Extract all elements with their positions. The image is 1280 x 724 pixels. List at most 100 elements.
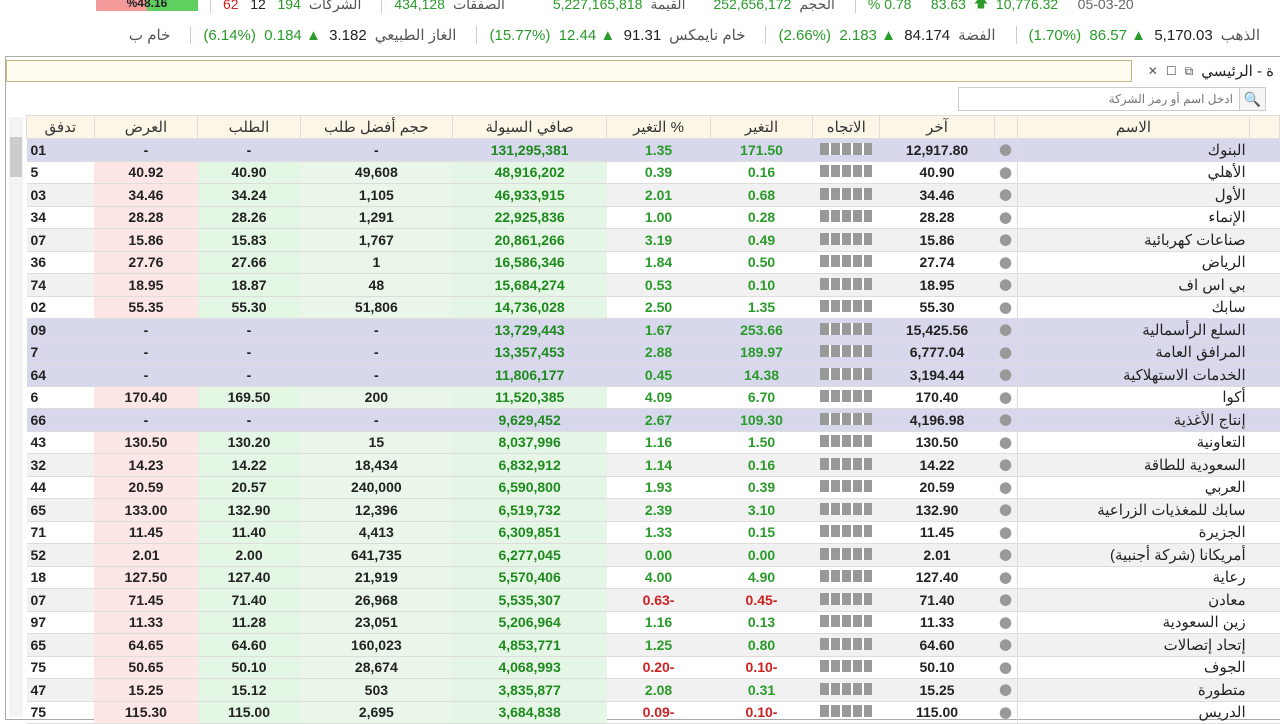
column-header[interactable]: التغير xyxy=(709,115,814,139)
company-name-cell[interactable]: رعاية xyxy=(1016,566,1250,589)
company-name-cell[interactable]: معادن xyxy=(1016,588,1250,612)
pin-icon[interactable]: ⬤ xyxy=(994,678,1018,702)
company-name-cell[interactable]: إتحاد إتصالات xyxy=(1016,633,1250,657)
company-name-cell[interactable]: الخدمات الاستهلاكية xyxy=(1016,363,1250,387)
table-row[interactable]: 71 11.45 11.40 4,413 6,309,851 1.33 0.15 11.45 ⬤… xyxy=(26,521,1280,544)
pin-icon[interactable]: ⬤ xyxy=(994,588,1018,612)
table-row[interactable]: 03 34.46 34.24 1,105 46,933,915 2.01 0.68 34.46… xyxy=(26,183,1280,207)
company-name-cell[interactable]: صناعات كهربائية xyxy=(1016,228,1250,252)
pin-icon[interactable]: ⬤ xyxy=(994,318,1018,342)
table-row[interactable]: 18 127.50 127.40 21,919 5,570,406 4.00 4.90 127… xyxy=(26,566,1280,589)
table-row[interactable]: 65 64.65 64.60 160,023 4,853,771 1.25 0.80 64.6… xyxy=(26,633,1280,657)
pin-icon[interactable]: ⬤ xyxy=(994,341,1018,364)
table-row[interactable]: 09- - -13,729,443 1.67 253.66 15,425.56 ⬤ السلع… xyxy=(26,318,1280,342)
pin-icon[interactable]: ⬤ xyxy=(994,408,1018,432)
search-icon[interactable]: 🔍 xyxy=(1240,87,1266,111)
table-row[interactable]: 02 55.35 55.30 51,806 14,736,028 2.50 1.35 55.3… xyxy=(26,296,1280,319)
pin-icon[interactable]: ⬤ xyxy=(994,183,1018,207)
company-name-cell[interactable]: سابك xyxy=(1016,296,1250,319)
table-row[interactable]: 07 71.45 71.40 26,968 5,535,307 0.63- 0.45- 71.… xyxy=(26,588,1280,612)
table-row[interactable]: 66- - -9,629,452 2.67 109.30 4,196.98 ⬤ إنتاج ا… xyxy=(26,408,1280,432)
table-row[interactable]: 34 28.28 28.26 1,291 22,925,836 1.00 0.28 28.28… xyxy=(26,206,1280,229)
table-row[interactable]: 44 20.59 20.57 240,000 6,590,800 1.93 0.39 20.5… xyxy=(26,476,1280,499)
vertical-scrollbar[interactable] xyxy=(9,117,23,717)
pin-icon[interactable]: ⬤ xyxy=(994,633,1018,657)
pin-icon[interactable]: ⬤ xyxy=(994,161,1018,184)
company-name-cell[interactable]: أمريكانا (شركة أجنبية) xyxy=(1016,543,1250,567)
company-name-cell[interactable]: الجوف xyxy=(1016,656,1250,679)
pin-icon[interactable]: ⬤ xyxy=(994,138,1018,162)
company-name-cell[interactable]: أكوا xyxy=(1016,386,1250,409)
pin-icon[interactable]: ⬤ xyxy=(994,701,1018,724)
pin-icon[interactable]: ⬤ xyxy=(994,476,1018,499)
company-name-cell[interactable]: الدريس xyxy=(1016,701,1250,724)
table-row[interactable]: 36 27.76 27.66 1 16,586,346 1.84 0.50 27.74 ⬤ الر… xyxy=(26,251,1280,274)
restore-icon[interactable]: ⧉ xyxy=(1184,63,1194,78)
table-row[interactable]: 74 18.95 18.87 48 15,684,274 0.53 0.10 18.95 ⬤ بي… xyxy=(26,273,1280,297)
change-pct-cell: 2.01 xyxy=(606,183,711,207)
table-row[interactable]: 65 133.00 132.90 12,396 6,519,732 2.39 3.10 132… xyxy=(26,498,1280,522)
table-row[interactable]: 52 2.01 2.00 641,735 6,277,045 0.00 0.00 2.01 ⬤ أ… xyxy=(26,543,1280,567)
pin-icon[interactable]: ⬤ xyxy=(994,611,1018,634)
company-name-cell[interactable]: التعاونية xyxy=(1016,431,1250,454)
pin-icon[interactable]: ⬤ xyxy=(994,228,1018,252)
column-header[interactable]: الاتجاه xyxy=(812,115,881,139)
column-header[interactable]: حجم أفضل طلب xyxy=(299,115,453,139)
pin-icon[interactable]: ⬤ xyxy=(994,431,1018,454)
close-icon[interactable]: ✕ xyxy=(1147,64,1158,78)
pin-icon[interactable]: ⬤ xyxy=(994,498,1018,522)
table-row[interactable]: 6 170.40 169.50 200 11,520,385 4.09 6.70 170.40… xyxy=(26,386,1280,409)
change-cell: 0.39 xyxy=(710,476,813,499)
table-row[interactable]: 7- - -13,357,453 2.88 189.97 6,777.04 ⬤ المرافق… xyxy=(26,341,1280,364)
pin-icon[interactable]: ⬤ xyxy=(994,206,1018,229)
column-header[interactable] xyxy=(993,115,1018,139)
company-name-cell[interactable]: الإنماء xyxy=(1016,206,1250,229)
company-name-cell[interactable]: الرياض xyxy=(1016,251,1250,274)
column-header[interactable]: الاسم xyxy=(1016,115,1251,139)
pin-icon[interactable]: ⬤ xyxy=(994,521,1018,544)
column-header[interactable]: صافي السيولة xyxy=(451,115,608,139)
company-name-cell[interactable]: المرافق العامة xyxy=(1016,341,1250,364)
table-row[interactable]: 43 130.50 130.20 15 8,037,996 1.16 1.50 130.50 ⬤… xyxy=(26,431,1280,454)
company-name-cell[interactable]: البنوك xyxy=(1016,138,1250,162)
table-row[interactable]: 75 50.65 50.10 28,674 4,068,993 0.20- 0.10- 50.… xyxy=(26,656,1280,679)
table-row[interactable]: 01- - -131,295,381 1.35 171.50 12,917.80 ⬤ البن… xyxy=(26,138,1280,162)
pin-icon[interactable]: ⬤ xyxy=(994,251,1018,274)
ask-cell: 130.50 xyxy=(94,431,198,454)
company-name-cell[interactable]: الجزيرة xyxy=(1016,521,1250,544)
company-name-cell[interactable]: زين السعودية xyxy=(1016,611,1250,634)
table-row[interactable]: 97 11.33 11.28 23,051 5,206,964 1.16 0.13 11.33… xyxy=(26,611,1280,634)
company-name-cell[interactable]: الأهلي xyxy=(1016,161,1250,184)
company-name-cell[interactable]: متطورة xyxy=(1016,678,1250,702)
column-header[interactable]: العرض xyxy=(93,115,199,139)
column-header[interactable]: تدفق xyxy=(26,115,95,139)
table-row[interactable]: 5 40.92 40.90 49,608 48,916,202 0.39 0.16 40.90… xyxy=(26,161,1280,184)
pin-icon[interactable]: ⬤ xyxy=(994,363,1018,387)
title-field[interactable] xyxy=(6,60,1132,82)
table-row[interactable]: 07 15.86 15.83 1,767 20,861,266 3.19 0.49 15.86… xyxy=(26,228,1280,252)
company-name-cell[interactable]: السلع الرأسمالية xyxy=(1016,318,1250,342)
change-pct-cell: 0.45 xyxy=(606,363,711,387)
pin-icon[interactable]: ⬤ xyxy=(994,386,1018,409)
company-name-cell[interactable]: السعودية للطاقة xyxy=(1016,453,1250,477)
company-search-input[interactable] xyxy=(958,87,1240,111)
column-header[interactable]: آخر xyxy=(879,115,995,139)
table-row[interactable]: 32 14.23 14.22 18,434 6,832,912 1.14 0.16 14.22… xyxy=(26,453,1280,477)
company-name-cell[interactable]: إنتاج الأغذية xyxy=(1016,408,1250,432)
column-header[interactable]: الطلب xyxy=(197,115,301,139)
pin-icon[interactable]: ⬤ xyxy=(994,543,1018,567)
pin-icon[interactable]: ⬤ xyxy=(994,656,1018,679)
company-name-cell[interactable]: العربي xyxy=(1016,476,1250,499)
pin-icon[interactable]: ⬤ xyxy=(994,453,1018,477)
pin-icon[interactable]: ⬤ xyxy=(994,273,1018,297)
company-name-cell[interactable]: بي اس اف xyxy=(1016,273,1250,297)
pin-icon[interactable]: ⬤ xyxy=(994,566,1018,589)
company-name-cell[interactable]: سابك للمغذيات الزراعية xyxy=(1016,498,1250,522)
table-row[interactable]: 64- - -11,806,177 0.45 14.38 3,194.44 ⬤ الخدمات… xyxy=(26,363,1280,387)
table-row[interactable]: 47 15.25 15.12 503 3,835,877 2.08 0.31 15.25 ⬤ مت… xyxy=(26,678,1280,702)
pin-icon[interactable]: ⬤ xyxy=(994,296,1018,319)
column-header[interactable]: التغير % xyxy=(606,115,711,139)
maximize-icon[interactable]: ☐ xyxy=(1165,64,1177,78)
table-row[interactable]: 75 115.30 115.00 2,695 3,684,838 0.09- 0.10- 11… xyxy=(26,701,1280,724)
company-name-cell[interactable]: الأول xyxy=(1016,183,1250,207)
